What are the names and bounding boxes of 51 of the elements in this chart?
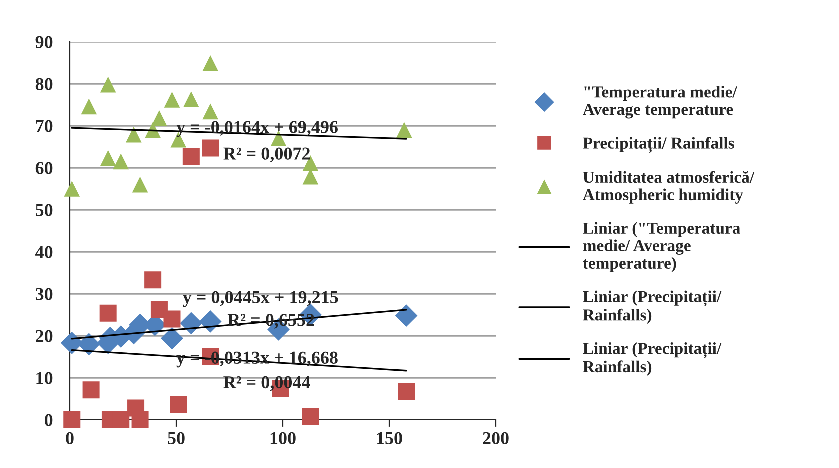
point [202,56,218,72]
point [202,140,220,157]
point [395,304,418,328]
y-tick-label: 80 [36,78,53,90]
x-tick-label: 50 [168,432,185,445]
point [270,130,287,147]
annotation: R² = 0,0072 [224,148,310,163]
legend-label: "Temperatura medie/ Average temperature [583,86,738,119]
point [100,304,117,322]
y-tick-label: 0 [44,414,53,426]
x-tick-label: 100 [270,432,296,445]
point [398,383,416,400]
point [64,181,80,197]
y-tick-label: 20 [36,330,53,342]
point [396,122,412,138]
legend-label: Liniar (Precipitații/ Rainfalls) [583,342,722,376]
point [302,408,320,426]
point [81,98,98,115]
x-tick-label: 150 [377,432,402,445]
point [170,396,188,414]
point [82,382,100,399]
y-tick-label: 40 [36,246,53,258]
legend-label: Liniar ("Temperatura medie/ Average temperature) [583,222,740,272]
point [164,92,180,108]
point [132,176,148,193]
point [199,310,222,333]
point [100,76,116,93]
point [183,92,200,108]
point [144,272,162,289]
point [152,110,168,126]
x-tick-label: 200 [483,432,509,445]
y-tick-label: 90 [36,36,53,48]
legend-label: Precipitații/ Rainfalls [583,137,734,154]
y-tick-label: 50 [36,204,53,216]
annotation: y = 0,0445x + 19,215 [183,291,338,308]
point [113,154,130,170]
y-tick-label: 10 [36,372,53,384]
y-tick-label: 30 [36,288,53,300]
point [182,148,200,166]
point [202,104,218,120]
point [132,411,149,429]
point [126,126,142,143]
y-tick-label: 70 [36,120,53,132]
point [100,150,116,166]
point [64,411,81,429]
point [161,327,184,350]
y-tick-label: 60 [36,162,53,174]
legend-label: Liniar (Precipitații/ Rainfalls) [583,290,722,324]
point [164,310,181,328]
x-tick-label: 0 [66,432,74,445]
legend-label: Umiditatea atmosferică/ Atmospheric humidity [583,171,755,204]
